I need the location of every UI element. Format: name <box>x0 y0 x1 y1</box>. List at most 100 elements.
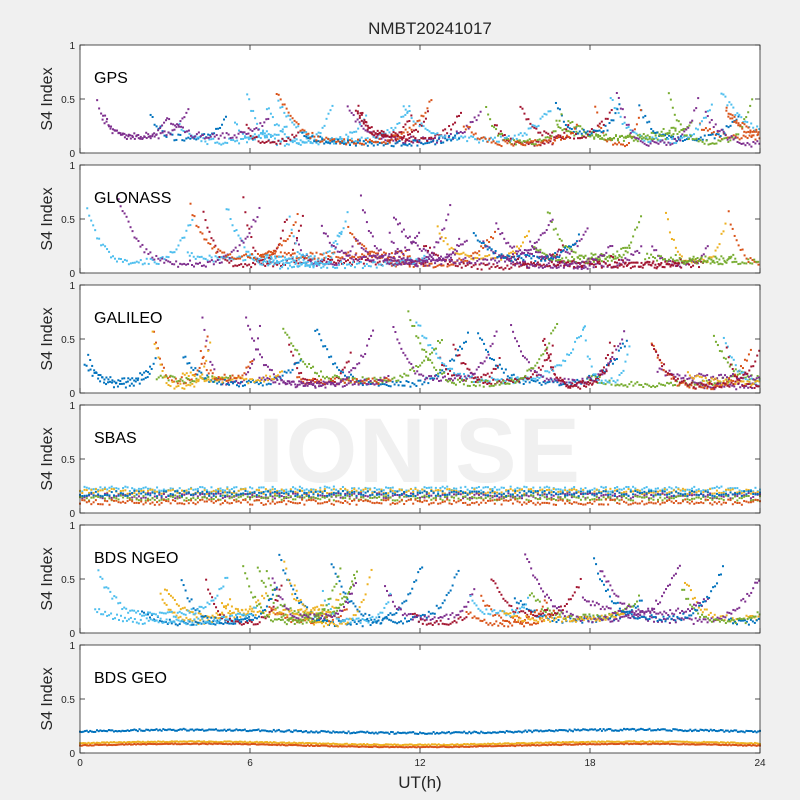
data-point <box>650 127 653 130</box>
data-point <box>194 257 197 260</box>
data-point <box>325 141 328 144</box>
data-point <box>679 135 682 138</box>
data-point <box>386 256 389 259</box>
data-point <box>548 264 551 267</box>
data-point <box>644 135 647 138</box>
data-point <box>97 373 100 376</box>
data-point <box>722 376 725 379</box>
data-point <box>554 130 557 133</box>
data-point <box>746 141 749 144</box>
data-point <box>385 381 388 384</box>
data-point <box>378 260 381 263</box>
data-point <box>571 120 574 123</box>
data-point <box>440 134 443 137</box>
data-point <box>480 379 483 382</box>
data-point <box>433 366 436 369</box>
data-point <box>638 136 641 139</box>
data-point <box>736 380 739 383</box>
data-point <box>335 376 338 379</box>
data-point <box>567 386 570 389</box>
data-point <box>530 257 533 260</box>
data-point <box>758 349 761 352</box>
data-point <box>225 255 228 258</box>
data-point <box>731 114 734 117</box>
data-point <box>196 373 199 376</box>
data-point <box>440 339 443 342</box>
data-point <box>387 384 390 387</box>
data-point <box>363 381 366 384</box>
data-point <box>612 257 615 260</box>
data-point <box>600 260 603 263</box>
data-point <box>330 256 333 259</box>
data-point <box>221 383 224 386</box>
data-point <box>753 386 756 389</box>
data-point <box>343 262 346 265</box>
data-point <box>177 385 180 388</box>
data-point <box>209 380 212 383</box>
data-point <box>409 133 412 136</box>
data-point <box>407 310 410 313</box>
data-point <box>743 130 746 133</box>
data-point <box>575 382 578 385</box>
data-point <box>404 123 407 126</box>
data-point <box>219 249 222 252</box>
data-point <box>235 257 238 260</box>
data-point <box>179 239 182 242</box>
data-point <box>333 263 336 266</box>
data-point <box>691 134 694 137</box>
data-point <box>320 266 323 269</box>
data-point <box>439 140 442 143</box>
data-point <box>262 129 265 132</box>
data-point <box>259 122 262 125</box>
data-point <box>570 351 573 354</box>
data-point <box>357 256 360 259</box>
data-point <box>472 133 475 136</box>
data-point <box>356 239 359 242</box>
data-point <box>474 138 477 141</box>
data-point <box>128 384 131 387</box>
data-point <box>414 241 417 244</box>
data-point <box>530 367 533 370</box>
data-point <box>297 131 300 134</box>
data-point <box>246 141 249 144</box>
data-point <box>566 353 569 356</box>
data-point <box>631 265 634 268</box>
data-point <box>414 372 417 375</box>
data-point <box>490 358 493 361</box>
data-point <box>742 380 745 383</box>
data-point <box>302 360 305 363</box>
data-point <box>558 108 561 111</box>
data-point <box>591 258 594 261</box>
data-point <box>396 338 399 341</box>
data-point <box>376 253 379 256</box>
data-point <box>427 382 430 385</box>
data-point <box>335 255 338 258</box>
data-point <box>480 242 483 245</box>
data-point <box>341 368 344 371</box>
data-point <box>533 126 536 129</box>
data-point <box>460 362 463 365</box>
data-point <box>428 375 431 378</box>
data-point <box>523 236 526 239</box>
data-point <box>717 381 720 384</box>
data-point <box>207 349 210 352</box>
data-point <box>151 256 154 259</box>
data-point <box>251 487 254 490</box>
data-point <box>466 384 469 387</box>
data-point <box>161 257 164 260</box>
data-point <box>397 384 400 387</box>
data-point <box>514 264 517 267</box>
data-point <box>585 260 588 263</box>
data-point <box>383 383 386 386</box>
data-point <box>227 381 230 384</box>
data-point <box>586 261 589 264</box>
data-point <box>662 383 665 386</box>
data-point <box>549 220 552 223</box>
data-point <box>340 230 343 233</box>
data-point <box>594 375 597 378</box>
data-point <box>361 376 364 379</box>
panel-points <box>79 485 761 506</box>
data-point <box>373 383 376 386</box>
data-point <box>370 259 373 262</box>
data-point <box>444 128 447 131</box>
